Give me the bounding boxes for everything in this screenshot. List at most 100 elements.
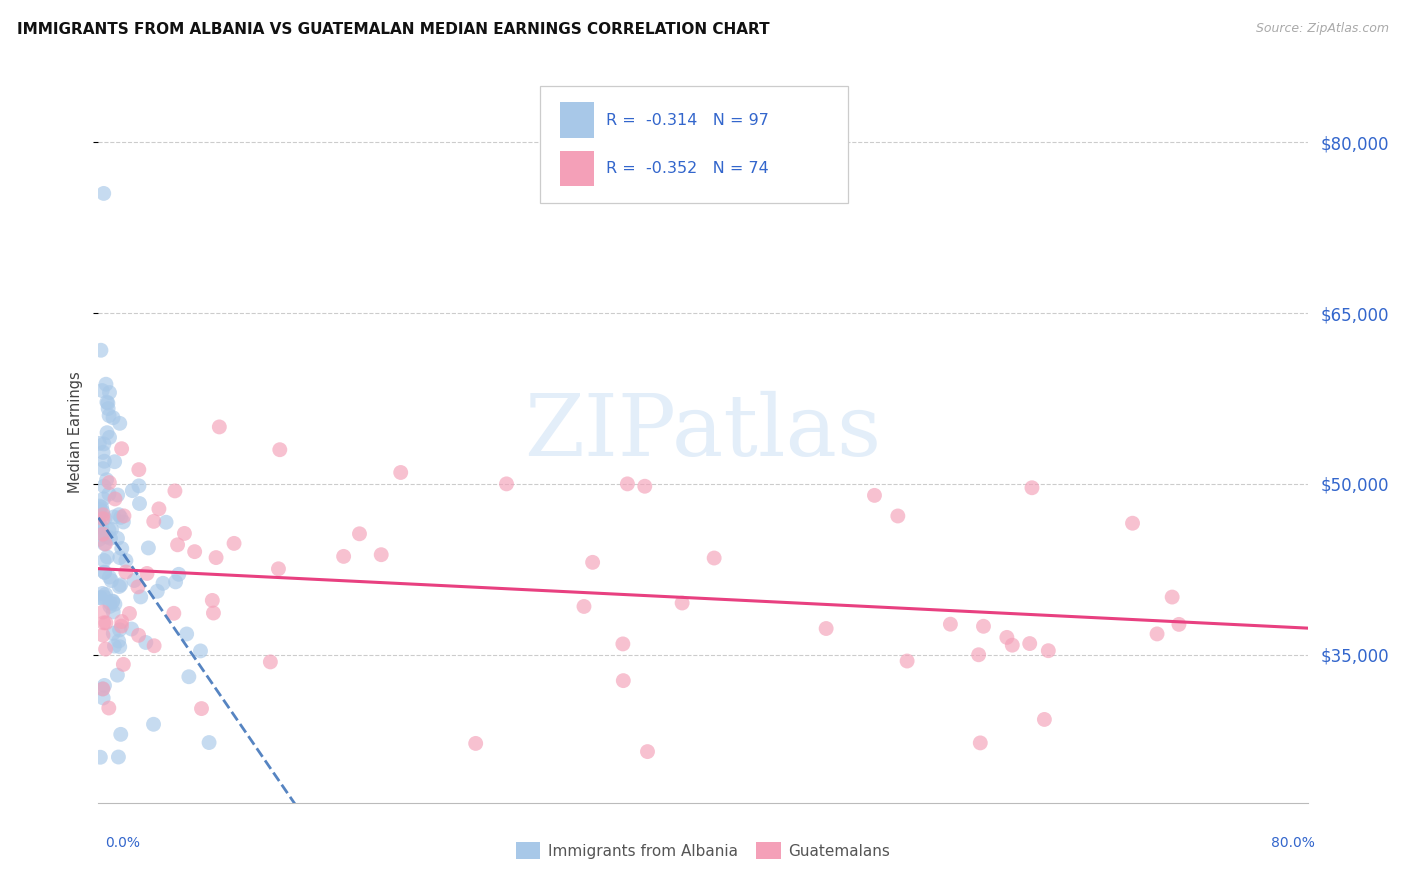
- Point: [135, 635, 157, 649]
- Point: [89, 517, 111, 532]
- Point: [112, 515, 135, 529]
- Point: [138, 541, 160, 555]
- Point: [887, 508, 910, 523]
- Point: [100, 531, 122, 545]
- Point: [259, 655, 281, 669]
- Point: [93, 615, 115, 630]
- Point: [93, 479, 115, 493]
- Point: [93, 565, 115, 579]
- Point: [267, 562, 290, 576]
- Point: [93, 678, 115, 692]
- Point: [939, 617, 962, 632]
- Point: [136, 566, 159, 581]
- Text: Source: ZipAtlas.com: Source: ZipAtlas.com: [1256, 22, 1389, 36]
- Point: [142, 514, 165, 528]
- Point: [110, 510, 132, 524]
- Point: [222, 536, 245, 550]
- Point: [183, 544, 205, 558]
- Point: [202, 606, 225, 620]
- Point: [101, 594, 124, 608]
- Point: [108, 550, 131, 565]
- Point: [896, 654, 918, 668]
- Point: [108, 640, 131, 654]
- Point: [98, 385, 121, 400]
- Bar: [561, 151, 595, 186]
- Point: [93, 553, 115, 567]
- Point: [91, 445, 114, 459]
- Point: [91, 504, 114, 518]
- Point: [107, 750, 129, 764]
- Point: [1018, 636, 1040, 650]
- Point: [107, 488, 129, 502]
- Point: [93, 537, 115, 551]
- Point: [111, 615, 134, 629]
- Point: [349, 526, 371, 541]
- Point: [91, 605, 114, 619]
- Text: 80.0%: 80.0%: [1271, 836, 1315, 850]
- Point: [93, 566, 115, 580]
- Point: [90, 520, 112, 534]
- Point: [93, 437, 115, 451]
- Point: [98, 409, 121, 423]
- Point: [167, 567, 190, 582]
- Point: [89, 750, 111, 764]
- Point: [97, 487, 120, 501]
- Point: [93, 591, 115, 605]
- Point: [108, 508, 131, 522]
- Point: [1122, 516, 1144, 531]
- Point: [121, 622, 143, 636]
- Point: [90, 500, 112, 515]
- Point: [110, 578, 132, 592]
- Point: [129, 590, 152, 604]
- FancyBboxPatch shape: [540, 87, 848, 203]
- Y-axis label: Median Earnings: Median Earnings: [67, 372, 83, 493]
- Point: [115, 565, 138, 579]
- Point: [612, 673, 634, 688]
- Point: [96, 530, 118, 544]
- Point: [89, 516, 111, 530]
- Point: [128, 628, 150, 642]
- Point: [91, 690, 114, 705]
- Point: [112, 657, 135, 672]
- Point: [97, 401, 120, 416]
- Point: [89, 502, 111, 516]
- Point: [103, 605, 125, 619]
- Point: [108, 623, 131, 637]
- Point: [98, 599, 121, 614]
- Point: [671, 596, 693, 610]
- Point: [94, 511, 117, 525]
- Point: [89, 533, 111, 547]
- Point: [190, 701, 212, 715]
- Point: [96, 395, 118, 409]
- Point: [94, 642, 117, 657]
- Point: [89, 436, 111, 450]
- Point: [91, 681, 114, 696]
- Point: [1033, 713, 1056, 727]
- Point: [108, 417, 131, 431]
- Point: [107, 668, 129, 682]
- Point: [96, 425, 118, 440]
- Point: [98, 570, 121, 584]
- Point: [703, 551, 725, 566]
- Point: [332, 549, 354, 564]
- Point: [969, 736, 991, 750]
- Point: [205, 550, 228, 565]
- Point: [89, 591, 111, 605]
- Point: [995, 631, 1018, 645]
- Point: [103, 626, 125, 640]
- Point: [495, 476, 517, 491]
- Point: [94, 537, 117, 551]
- Text: R =  -0.314   N = 97: R = -0.314 N = 97: [606, 112, 769, 128]
- Point: [98, 475, 121, 490]
- Point: [98, 430, 121, 444]
- Point: [616, 476, 638, 491]
- Point: [93, 186, 115, 201]
- Point: [91, 384, 114, 398]
- Point: [111, 442, 134, 456]
- Point: [112, 508, 135, 523]
- Point: [111, 541, 134, 556]
- Point: [208, 420, 231, 434]
- Point: [581, 555, 603, 569]
- Point: [1038, 643, 1060, 657]
- Point: [163, 607, 186, 621]
